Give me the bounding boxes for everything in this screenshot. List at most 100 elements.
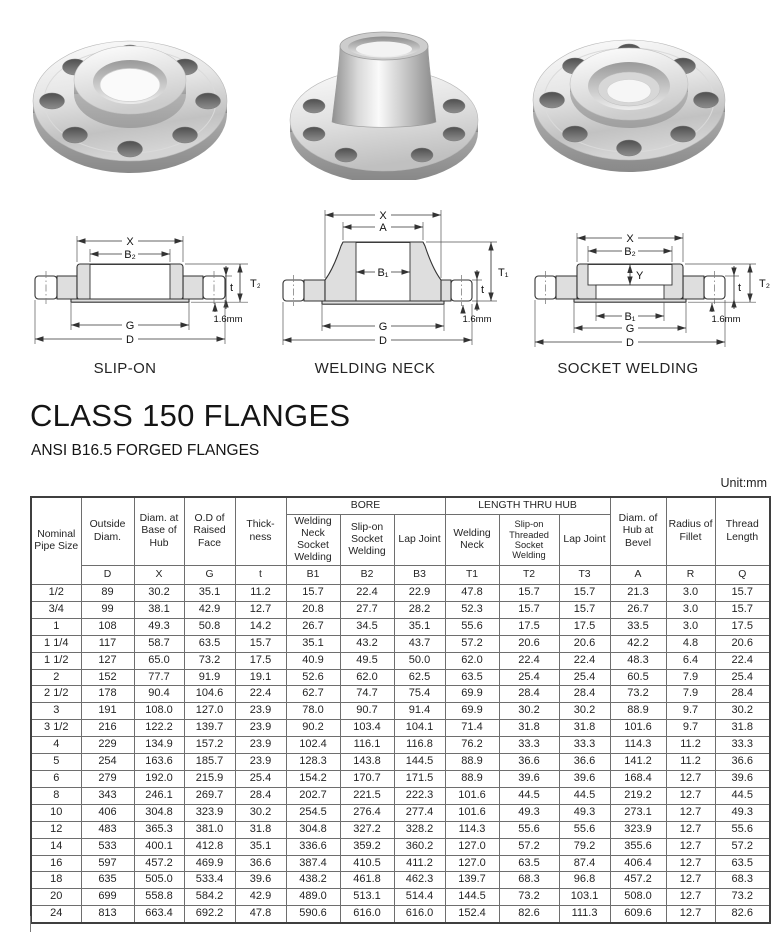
table-cell: 273.1 — [609, 803, 667, 822]
table-cell: 21.3 — [609, 584, 667, 602]
table-cell: 163.6 — [133, 753, 185, 771]
table-cell: 590.6 — [285, 905, 341, 924]
table-cell: 15.7 — [498, 600, 560, 619]
table-cell: 60.5 — [609, 668, 667, 687]
table-cell: 75.4 — [393, 685, 446, 704]
dimension-lines — [282, 210, 497, 345]
table-cell: 49.5 — [339, 651, 395, 670]
table-cell: 152.4 — [444, 905, 500, 924]
svg-text:X: X — [126, 236, 134, 248]
table-cell: 35.1 — [183, 584, 236, 602]
table-cell: 10 — [30, 803, 82, 822]
table-cell: 20 — [30, 888, 82, 907]
table-cell: 104.1 — [393, 719, 446, 738]
table-cell: 49.3 — [558, 803, 611, 822]
table-cell: 90.7 — [339, 702, 395, 721]
table-cell: 55.6 — [558, 820, 611, 839]
table-cell: 57.2 — [498, 837, 560, 856]
table-cell: 410.5 — [339, 854, 395, 873]
table-cell: 304.8 — [133, 803, 185, 822]
table-cell: 215.9 — [183, 769, 236, 788]
table-cell: 49.3 — [714, 803, 771, 822]
dimension-lines — [34, 236, 248, 344]
column-letter: B3 — [393, 565, 446, 585]
table-cell: 406.4 — [609, 854, 667, 873]
table-cell: 19.1 — [234, 668, 287, 687]
table-cell: 11.2 — [234, 584, 287, 602]
table-cell: 17.5 — [498, 617, 560, 636]
table-row: 1 108 49.3 50.8 14.2 26.7 34.5 35.1 55.6 17.5 17.5… — [30, 617, 771, 636]
table-cell: 558.8 — [133, 888, 185, 907]
table-cell: 47.8 — [234, 905, 287, 924]
table-cell: 23.9 — [234, 753, 287, 771]
table-cell: 229 — [80, 736, 135, 755]
table-cell: 246.1 — [133, 786, 185, 805]
table-cell: 33.3 — [714, 736, 771, 755]
table-cell: 11.2 — [665, 736, 716, 755]
table-cell: 44.5 — [714, 786, 771, 805]
column-header: Lap Joint — [393, 514, 446, 566]
table-cell: 39.6 — [714, 769, 771, 788]
table-cell: 48.3 — [609, 651, 667, 670]
table-cell: 91.4 — [393, 702, 446, 721]
column-letter: R — [665, 565, 716, 585]
table-cell: 616.0 — [339, 905, 395, 924]
table-row: 3 191 108.0 127.0 23.9 78.0 90.7 91.4 69.9 30.2 30… — [30, 702, 771, 721]
slip-on-label: SLIP-ON — [93, 360, 157, 377]
table-cell: 699 — [80, 888, 135, 907]
svg-text:1.6mm: 1.6mm — [711, 314, 740, 325]
table-cell: 15.7 — [714, 600, 771, 619]
table-row: 1 1/4 117 58.7 63.5 15.7 35.1 43.2 43.7 57.2 20.6… — [30, 634, 771, 653]
table-row: 1/2 89 30.2 35.1 11.2 15.7 22.4 22.9 47.8 15.7 15.… — [30, 584, 771, 602]
slip-on-flange-photo — [32, 40, 228, 173]
table-row: 12 483 365.3 381.0 31.8 304.8 327.2 328.2 114.3 5… — [30, 820, 771, 839]
table-cell: 44.5 — [498, 786, 560, 805]
table-cell: 25.4 — [714, 668, 771, 687]
table-cell: 323.9 — [183, 803, 236, 822]
table-cell: 15.7 — [558, 600, 611, 619]
table-cell: 597 — [80, 854, 135, 873]
column-header: Diam. of Hub at Bevel — [609, 496, 667, 566]
table-cell: 63.5 — [714, 854, 771, 873]
column-header: Welding Neck — [444, 514, 500, 566]
table-cell: 25.4 — [498, 668, 560, 687]
socket-welding-flange-photo — [532, 39, 726, 172]
table-cell: 6 — [30, 769, 82, 788]
table-cell: 26.7 — [609, 600, 667, 619]
table-cell: 23.9 — [234, 702, 287, 721]
table-cell: 88.9 — [444, 769, 500, 788]
table-cell: 102.4 — [285, 736, 341, 755]
svg-text:D: D — [379, 335, 387, 347]
table-cell: 12.7 — [665, 854, 716, 873]
slip-on-diagram: X B₂ T₂ t 1.6mm G D — [34, 236, 260, 346]
table-cell: 269.7 — [183, 786, 236, 805]
table-cell: 30.2 — [133, 584, 185, 602]
table-cell: 68.3 — [714, 871, 771, 890]
table-cell: 104.6 — [183, 685, 236, 704]
table-cell: 141.2 — [609, 753, 667, 771]
column-letter: T1 — [444, 565, 500, 585]
column-letter: A — [609, 565, 667, 585]
column-header: O.D of Raised Face — [183, 496, 236, 566]
dimension-labels: X B₂ T₂ t 1.6mm G D — [124, 236, 260, 346]
table-cell: 43.2 — [339, 634, 395, 653]
table-cell: 5 — [30, 753, 82, 771]
table-cell: 336.6 — [285, 837, 341, 856]
column-header: Diam. at Base of Hub — [133, 496, 185, 566]
table-cell: 412.8 — [183, 837, 236, 856]
table-cell: 30.2 — [234, 803, 287, 822]
column-header: Radius of Fillet — [665, 496, 716, 566]
svg-text:Y: Y — [636, 270, 644, 282]
table-cell: 62.7 — [285, 685, 341, 704]
table-cell: 12.7 — [665, 837, 716, 856]
table-cell: 462.3 — [393, 871, 446, 890]
table-cell: 513.1 — [339, 888, 395, 907]
table-cell: 813 — [80, 905, 135, 924]
table-cell: 692.2 — [183, 905, 236, 924]
table-cell: 20.8 — [285, 600, 341, 619]
table-cell: 219.2 — [609, 786, 667, 805]
table-cell: 411.2 — [393, 854, 446, 873]
column-letter: B1 — [285, 565, 341, 585]
table-cell: 55.6 — [444, 617, 500, 636]
table-cell: 33.3 — [558, 736, 611, 755]
